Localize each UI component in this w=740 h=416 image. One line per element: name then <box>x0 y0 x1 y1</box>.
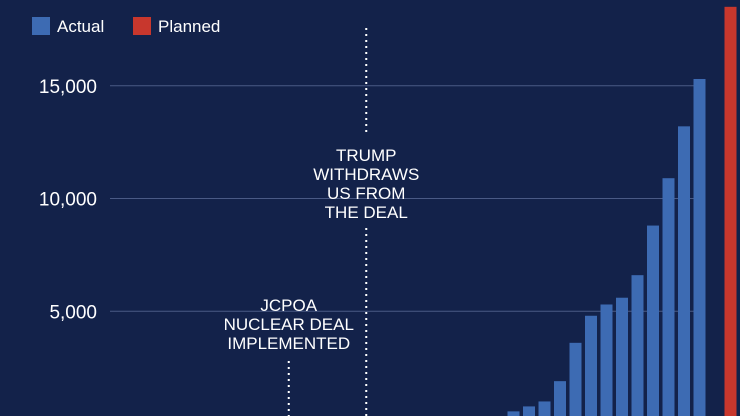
legend-swatch <box>133 17 151 35</box>
legend-swatch <box>32 17 50 35</box>
bar-actual <box>554 381 566 416</box>
bar-planned <box>724 6 737 416</box>
bar-actual <box>662 178 675 416</box>
gridlines <box>110 85 695 312</box>
annotation-label: US FROM <box>327 184 405 203</box>
annotation-label: IMPLEMENTED <box>227 334 350 353</box>
bar-actual <box>631 275 644 416</box>
bar-actual <box>569 342 582 416</box>
legend: Actual Planned <box>32 17 220 36</box>
bars <box>507 6 737 416</box>
bar-actual <box>616 297 628 416</box>
annotation-label: THE DEAL <box>325 203 408 222</box>
y-axis: 5,000 10,000 15,000 <box>39 77 97 324</box>
y-tick-label: 5,000 <box>49 302 97 323</box>
bar-actual <box>523 406 535 416</box>
legend-label: Actual <box>57 17 104 36</box>
bar-actual <box>585 315 597 416</box>
bar-actual <box>600 304 613 416</box>
annotation-label: NUCLEAR DEAL <box>224 315 354 334</box>
annotation-label: WITHDRAWS <box>313 165 419 184</box>
bar-actual <box>693 78 706 416</box>
legend-label: Planned <box>158 17 220 36</box>
annotation-label: TRUMP <box>336 146 396 165</box>
bar-actual <box>647 225 659 416</box>
bar-actual <box>507 411 520 416</box>
annotation-label: JCPOA <box>260 296 317 315</box>
y-tick-label: 10,000 <box>39 190 97 211</box>
bar-actual <box>538 401 551 416</box>
bar-actual <box>678 126 690 416</box>
y-tick-label: 15,000 <box>39 77 97 98</box>
